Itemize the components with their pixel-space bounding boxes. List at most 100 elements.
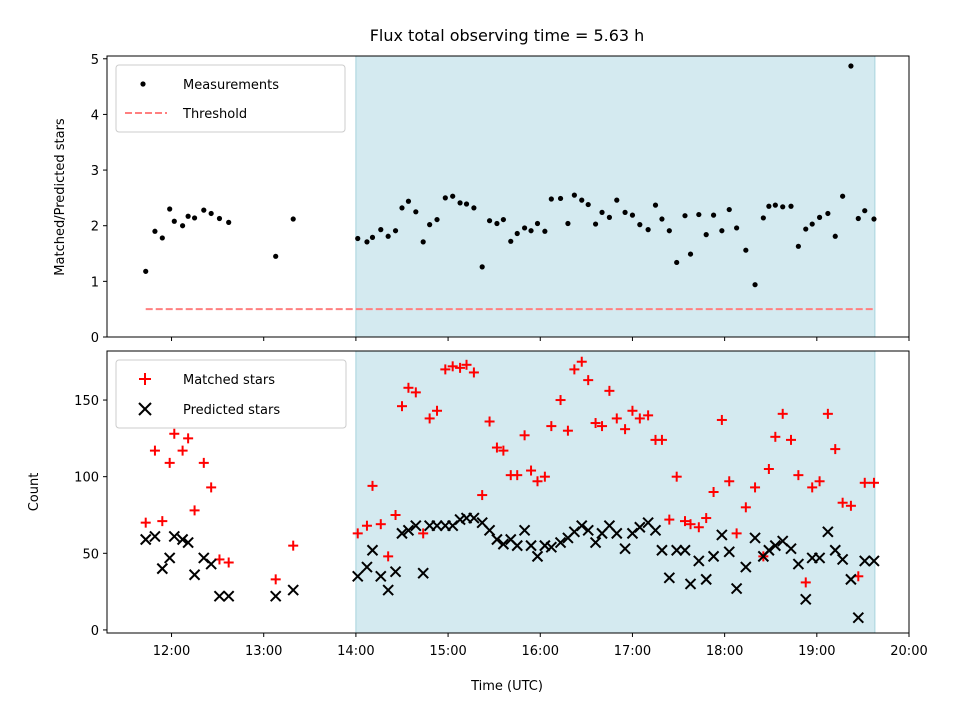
predicted-star-point bbox=[182, 536, 194, 549]
predicted-star-point bbox=[554, 536, 567, 549]
predicted-star-point bbox=[417, 567, 429, 579]
x-tick-label: 18:00 bbox=[706, 644, 743, 659]
y-tick-label: 3 bbox=[91, 164, 99, 179]
measurement-point bbox=[592, 221, 599, 227]
measurement-point bbox=[743, 247, 749, 253]
matched-star-point bbox=[679, 516, 690, 527]
matched-star-point bbox=[270, 574, 281, 585]
matched-star-point bbox=[583, 375, 594, 386]
predicted-star-point bbox=[491, 533, 503, 546]
y-tick-label: 100 bbox=[74, 471, 99, 486]
measurement-point bbox=[508, 238, 514, 244]
predicted-star-point bbox=[822, 526, 834, 538]
measurement-point bbox=[696, 211, 702, 218]
matched-star-point bbox=[611, 413, 622, 424]
measurement-point bbox=[719, 228, 725, 234]
predicted-star-point bbox=[663, 572, 676, 584]
bottom-panel: 0 50 100 150 12:00 13:00 14:00 15:00 16:00 17:00… bbox=[27, 350, 928, 694]
predicted-star-point bbox=[389, 565, 402, 578]
matched-star-point bbox=[770, 431, 781, 442]
x-tick-label: 16:00 bbox=[522, 644, 559, 659]
matched-star-point bbox=[424, 413, 435, 424]
matched-star-point bbox=[361, 520, 372, 531]
matched-star-point bbox=[418, 528, 429, 539]
measurement-point bbox=[427, 222, 433, 228]
measurement-point bbox=[191, 215, 198, 221]
matched-star-point bbox=[555, 395, 566, 406]
measurement-point bbox=[226, 219, 232, 225]
predicted-star-point bbox=[611, 527, 623, 540]
predicted-star-point bbox=[222, 590, 235, 602]
predicted-star-point bbox=[763, 544, 775, 556]
y-tick-label: 150 bbox=[74, 394, 99, 409]
predicted-star-point bbox=[792, 558, 805, 570]
bottom-legend-box bbox=[115, 359, 347, 429]
predicted-star-point bbox=[730, 582, 743, 595]
matched-star-point bbox=[410, 387, 421, 398]
bottom-shaded-region bbox=[355, 350, 876, 634]
y-tick-label: 5 bbox=[91, 53, 99, 68]
matched-star-point bbox=[440, 364, 451, 375]
measurement-point bbox=[832, 233, 838, 239]
measurement-point bbox=[514, 230, 520, 237]
threshold-legend-label: Threshold bbox=[182, 107, 247, 122]
predicted-star-point bbox=[589, 536, 602, 549]
y-tick-label: 1 bbox=[91, 275, 99, 290]
matched-star-point bbox=[807, 482, 818, 493]
matched-star-point bbox=[223, 557, 234, 568]
predicted-star-point bbox=[740, 561, 752, 573]
measurement-point bbox=[652, 202, 659, 208]
matched-star-point bbox=[656, 434, 667, 445]
predicted-star-point bbox=[168, 530, 181, 543]
predicted-star-point bbox=[375, 570, 387, 583]
chart-title: Flux total observing time = 5.63 h bbox=[370, 26, 645, 45]
predicted-star-point bbox=[410, 520, 422, 532]
predicted-star-point bbox=[749, 532, 761, 544]
predicted-star-point bbox=[576, 520, 588, 532]
measurement-point bbox=[399, 205, 405, 211]
predicted-star-point bbox=[693, 555, 705, 567]
matched-star-point bbox=[859, 477, 870, 488]
predicted-star-point bbox=[769, 539, 782, 552]
predicted-star-point bbox=[468, 512, 480, 524]
predicted-star-point bbox=[205, 558, 217, 570]
matched-star-point bbox=[604, 385, 615, 396]
matched-star-point bbox=[562, 425, 573, 436]
measurement-point bbox=[780, 204, 786, 210]
matched-star-point bbox=[532, 476, 543, 487]
matched-star-point bbox=[383, 551, 394, 562]
measurement-point bbox=[290, 216, 296, 222]
measurement-point bbox=[760, 215, 766, 221]
predicted-star-point bbox=[634, 521, 646, 533]
measurement-point bbox=[471, 205, 477, 211]
measurement-point bbox=[614, 197, 620, 203]
top-x-ticks bbox=[171, 337, 910, 341]
predicted-star-point bbox=[656, 544, 668, 556]
measurement-point bbox=[486, 218, 493, 224]
matched-star-point bbox=[461, 359, 472, 370]
measurement-point bbox=[803, 226, 809, 232]
measurement-point bbox=[413, 209, 419, 215]
matched-star-point bbox=[786, 434, 797, 445]
matched-star-point bbox=[634, 413, 645, 424]
bottom-axes-frame bbox=[106, 350, 910, 634]
matched-star-point bbox=[484, 416, 495, 427]
matched-star-point bbox=[352, 528, 363, 539]
measurement-point bbox=[710, 212, 717, 218]
matched-star-point bbox=[396, 401, 407, 412]
matched-star-point bbox=[777, 408, 788, 419]
predicted-star-point bbox=[582, 524, 594, 537]
predicted-star-point bbox=[845, 573, 857, 586]
predicted-star-point bbox=[670, 544, 683, 556]
matched-star-point bbox=[793, 470, 804, 481]
measurement-point bbox=[825, 210, 831, 217]
measurement-point bbox=[143, 268, 149, 274]
x-tick-label: 12:00 bbox=[153, 644, 190, 659]
matched-star-point bbox=[708, 487, 719, 497]
predicted-star-point bbox=[176, 533, 189, 546]
predicted-star-point bbox=[679, 544, 691, 556]
predicted-star-point bbox=[619, 542, 631, 555]
matched-star-point bbox=[763, 464, 774, 475]
matched-star-point bbox=[837, 497, 848, 508]
